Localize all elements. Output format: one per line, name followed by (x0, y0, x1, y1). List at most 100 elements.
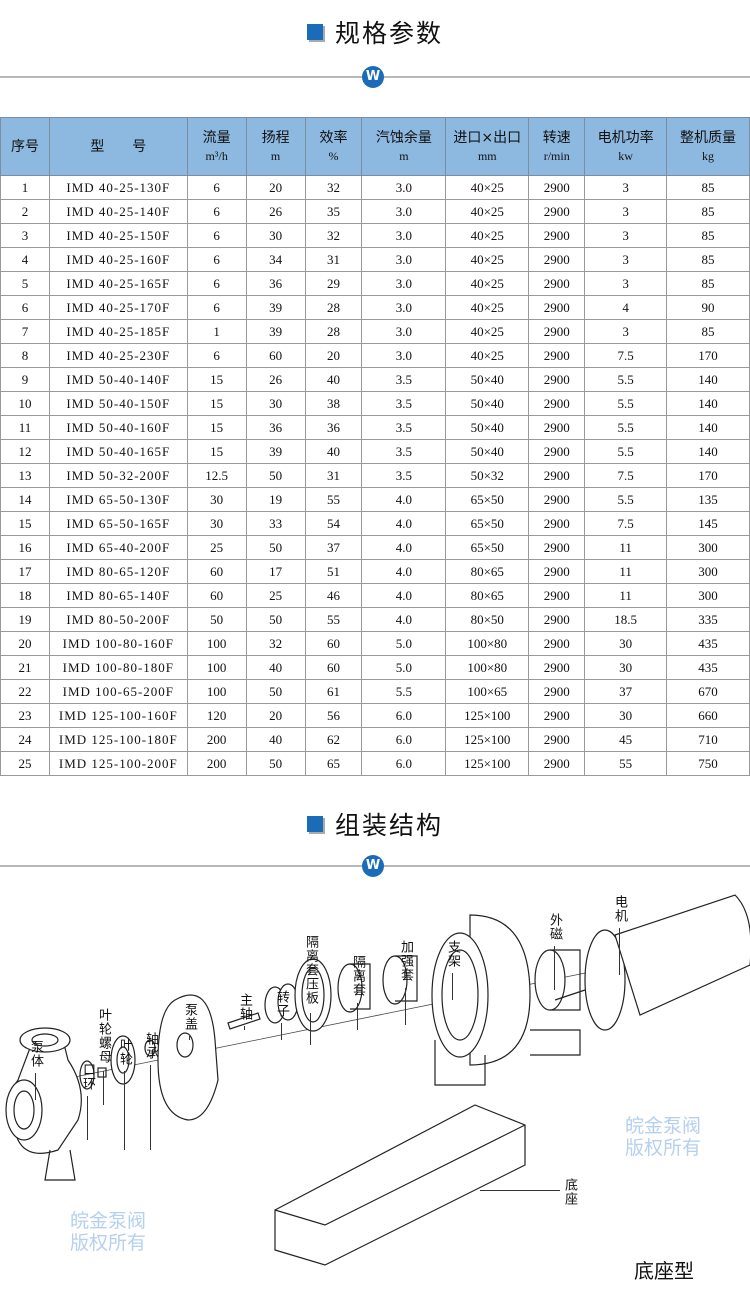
table-cell: 2900 (528, 727, 586, 752)
table-cell: 6 (186, 223, 247, 248)
table-cell: 85 (666, 199, 750, 224)
table-cell: 120 (186, 703, 247, 728)
header-unit: mm (477, 148, 497, 163)
table-cell: 33 (245, 511, 306, 536)
table-cell: 38 (304, 391, 363, 416)
table-cell: 4 (0, 247, 50, 272)
leader-line (281, 1023, 282, 1040)
table-cell: IMD 40-25-170F (48, 295, 188, 320)
table-cell: 3.0 (361, 295, 447, 320)
header-label: 汽蚀余量 (375, 129, 432, 146)
table-cell: 50×40 (445, 439, 530, 464)
table-cell: 9 (0, 367, 50, 392)
table-cell: 5.5 (584, 367, 668, 392)
table-cell: 3 (584, 319, 668, 344)
table-cell: 31 (304, 247, 363, 272)
table-cell: 200 (186, 751, 247, 776)
table-cell: 2900 (528, 511, 586, 536)
table-cell: 300 (666, 535, 750, 560)
table-cell: 140 (666, 415, 750, 440)
part-label: 支架 (445, 940, 460, 968)
table-cell: 3.0 (361, 343, 447, 368)
part-label: 主轴 (237, 993, 252, 1021)
table-cell: 40×25 (445, 223, 530, 248)
assembly-section-title: 组装结构 (0, 806, 750, 842)
table-row: 8 IMD 40-25-230F 6 60 20 3.0 40×25 2900 7.5 170 (0, 343, 750, 368)
table-cell: 2900 (528, 343, 586, 368)
spec-section-title: 规格参数 (0, 14, 750, 50)
table-cell: 50 (245, 535, 306, 560)
table-cell: 3.5 (361, 415, 447, 440)
table-cell: 7.5 (584, 343, 668, 368)
table-cell: 55 (584, 751, 668, 776)
table-cell: 62 (304, 727, 363, 752)
table-cell: 2900 (528, 631, 586, 656)
table-cell: 3 (0, 223, 50, 248)
table-cell: 4 (584, 295, 668, 320)
table-cell: 80×50 (445, 607, 530, 632)
table-cell: 6.0 (361, 727, 447, 752)
table-cell: IMD 125-100-180F (48, 727, 188, 752)
table-cell: 2900 (528, 199, 586, 224)
leader-line (554, 946, 555, 990)
table-cell: 60 (186, 583, 247, 608)
leader-line (35, 1073, 36, 1100)
table-cell: 85 (666, 223, 750, 248)
table-cell: 5.5 (584, 391, 668, 416)
table-cell: 3.0 (361, 223, 447, 248)
table-header-row: 序号 型 号 流量 m³/h 扬程 m 效率% 汽蚀余量 m 进口×出口 mm 转速 r/min 电机功率… (0, 117, 750, 176)
header-unit: % (328, 148, 339, 163)
table-cell: IMD 125-100-160F (48, 703, 188, 728)
table-row: 1 IMD 40-25-130F 6 20 32 3.0 40×25 2900 3 85 (0, 175, 750, 200)
table-cell: 300 (666, 559, 750, 584)
table-row: 6 IMD 40-25-170F 6 39 28 3.0 40×25 2900 4 90 (0, 295, 750, 320)
table-cell: 55 (304, 607, 363, 632)
spec-table: 序号 型 号 流量 m³/h 扬程 m 效率% 汽蚀余量 m 进口×出口 mm 转速 r/min 电机功率… (0, 117, 750, 776)
table-cell: 3.0 (361, 319, 447, 344)
table-cell: IMD 40-25-185F (48, 319, 188, 344)
table-cell: 25 (186, 535, 247, 560)
base-plate (274, 1104, 526, 1266)
header-unit: kg (702, 148, 715, 163)
table-row: 14 IMD 65-50-130F 30 19 55 4.0 65×50 2900 5.5 135 (0, 487, 750, 512)
header-label: 扬程 (261, 129, 290, 146)
mouth-ring (79, 1060, 95, 1090)
table-cell: 5 (0, 271, 50, 296)
table-cell: IMD 50-32-200F (48, 463, 188, 488)
table-cell: 2900 (528, 487, 586, 512)
table-cell: 3 (584, 223, 668, 248)
table-cell: 2900 (528, 175, 586, 200)
table-cell: 46 (304, 583, 363, 608)
table-cell: 29 (304, 271, 363, 296)
table-cell: 435 (666, 655, 750, 680)
table-cell: 85 (666, 271, 750, 296)
table-cell: IMD 80-65-120F (48, 559, 188, 584)
table-cell: 17 (0, 559, 50, 584)
table-cell: IMD 40-25-150F (48, 223, 188, 248)
part-label: 底座 (562, 1178, 577, 1206)
table-cell: 5.5 (361, 679, 447, 704)
title-square-icon (306, 24, 323, 40)
header-unit: kw (618, 148, 633, 163)
table-cell: 2900 (528, 439, 586, 464)
pump-body (5, 1027, 82, 1181)
leader-line (124, 1071, 125, 1150)
table-cell: 100×80 (445, 631, 530, 656)
header-label: 整机质量 (680, 129, 737, 146)
assembly-title-text: 组装结构 (334, 811, 443, 840)
table-cell: 2900 (528, 319, 586, 344)
table-cell: 40×25 (445, 319, 530, 344)
table-cell: 3.0 (361, 271, 447, 296)
table-cell: 35 (304, 199, 363, 224)
table-cell: 60 (304, 655, 363, 680)
table-cell: 60 (186, 559, 247, 584)
table-cell: 12.5 (186, 463, 247, 488)
table-cell: 100×65 (445, 679, 530, 704)
base-type-label: 底座型 (634, 1259, 694, 1283)
part-label: 叶轮螺母 (96, 1008, 111, 1064)
table-cell: 20 (304, 343, 363, 368)
column-header: 转速 r/min (528, 117, 586, 176)
main-shaft (227, 1012, 261, 1030)
table-cell: 85 (666, 175, 750, 200)
table-cell: 335 (666, 607, 750, 632)
